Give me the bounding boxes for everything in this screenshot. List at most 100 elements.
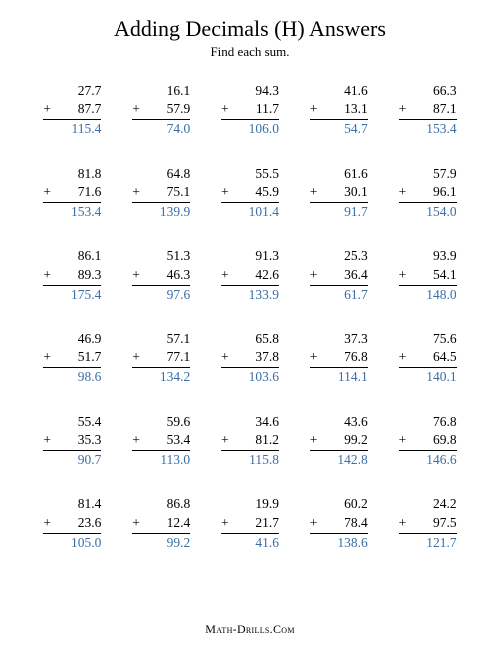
plus-sign: + xyxy=(399,514,407,532)
plus-sign: + xyxy=(399,266,407,284)
problem-cell: 94.3+ 11.7106.0 xyxy=(206,82,295,165)
answer: 113.0 xyxy=(132,451,190,469)
problem-cell: 75.6+ 64.5140.1 xyxy=(383,330,472,413)
answer: 148.0 xyxy=(399,286,457,304)
answer: 115.4 xyxy=(43,120,101,138)
addition-problem: 65.8+ 37.8103.6 xyxy=(221,330,279,387)
problem-row: 81.8+ 71.6153.464.8+ 75.1139.955.5+ 45.9… xyxy=(28,165,472,248)
addend-bottom-row: + 12.4 xyxy=(132,514,190,534)
addend-bottom-row: + 45.9 xyxy=(221,183,279,203)
addend-bottom: 54.1 xyxy=(433,267,457,282)
problem-cell: 37.3+ 76.8114.1 xyxy=(294,330,383,413)
addend-bottom-row: + 37.8 xyxy=(221,348,279,368)
addend-bottom: 23.6 xyxy=(78,515,102,530)
addend-bottom-row: + 77.1 xyxy=(132,348,190,368)
addend-top: 25.3 xyxy=(310,247,368,265)
plus-sign: + xyxy=(221,183,229,201)
addend-bottom-row: + 97.5 xyxy=(399,514,457,534)
answer: 91.7 xyxy=(310,203,368,221)
addend-bottom-row: + 11.7 xyxy=(221,100,279,120)
addend-top: 57.1 xyxy=(132,330,190,348)
addend-bottom: 36.4 xyxy=(344,267,368,282)
addition-problem: 64.8+ 75.1139.9 xyxy=(132,165,190,222)
addend-bottom-row: + 35.3 xyxy=(43,431,101,451)
addition-problem: 43.6+ 99.2142.8 xyxy=(310,413,368,470)
addend-top: 81.8 xyxy=(43,165,101,183)
plus-sign: + xyxy=(310,431,318,449)
addition-problem: 94.3+ 11.7106.0 xyxy=(221,82,279,139)
addend-bottom-row: + 64.5 xyxy=(399,348,457,368)
problem-cell: 59.6+ 53.4113.0 xyxy=(117,413,206,496)
problem-cell: 24.2+ 97.5121.7 xyxy=(383,495,472,578)
addend-bottom-row: + 96.1 xyxy=(399,183,457,203)
answer: 54.7 xyxy=(310,120,368,138)
problem-grid: 27.7+ 87.7115.416.1+ 57.974.094.3+ 11.71… xyxy=(28,82,472,578)
addend-top: 41.6 xyxy=(310,82,368,100)
addend-bottom: 57.9 xyxy=(167,101,191,116)
addend-bottom-row: + 21.7 xyxy=(221,514,279,534)
worksheet-page: Adding Decimals (H) Answers Find each su… xyxy=(0,0,500,586)
addend-top: 94.3 xyxy=(221,82,279,100)
problem-cell: 64.8+ 75.1139.9 xyxy=(117,165,206,248)
addend-bottom: 13.1 xyxy=(344,101,368,116)
addend-bottom-row: + 81.2 xyxy=(221,431,279,451)
addend-bottom: 77.1 xyxy=(167,349,191,364)
addend-bottom: 21.7 xyxy=(255,515,279,530)
addend-bottom-row: + 87.7 xyxy=(43,100,101,120)
answer: 175.4 xyxy=(43,286,101,304)
plus-sign: + xyxy=(132,431,140,449)
addition-problem: 57.9+ 96.1154.0 xyxy=(399,165,457,222)
plus-sign: + xyxy=(399,183,407,201)
addend-bottom: 89.3 xyxy=(78,267,102,282)
addend-bottom-row: + 42.6 xyxy=(221,266,279,286)
plus-sign: + xyxy=(132,348,140,366)
page-footer: Math-Drills.Com xyxy=(0,622,500,637)
problem-cell: 86.8+ 12.499.2 xyxy=(117,495,206,578)
addition-problem: 61.6+ 30.191.7 xyxy=(310,165,368,222)
addition-problem: 75.6+ 64.5140.1 xyxy=(399,330,457,387)
addend-bottom-row: + 78.4 xyxy=(310,514,368,534)
plus-sign: + xyxy=(399,100,407,118)
addend-bottom: 96.1 xyxy=(433,184,457,199)
plus-sign: + xyxy=(43,183,51,201)
addend-bottom-row: + 75.1 xyxy=(132,183,190,203)
plus-sign: + xyxy=(43,266,51,284)
answer: 61.7 xyxy=(310,286,368,304)
addition-problem: 81.4+ 23.6105.0 xyxy=(43,495,101,552)
addition-problem: 46.9+ 51.798.6 xyxy=(43,330,101,387)
answer: 154.0 xyxy=(399,203,457,221)
problem-cell: 19.9+ 21.741.6 xyxy=(206,495,295,578)
plus-sign: + xyxy=(221,100,229,118)
answer: 146.6 xyxy=(399,451,457,469)
addend-top: 91.3 xyxy=(221,247,279,265)
plus-sign: + xyxy=(43,100,51,118)
addition-problem: 86.1+ 89.3 175.4 xyxy=(43,247,101,304)
addend-bottom-row: + 76.8 xyxy=(310,348,368,368)
problem-cell: 76.8+ 69.8146.6 xyxy=(383,413,472,496)
problem-cell: 41.6+ 13.154.7 xyxy=(294,82,383,165)
problem-cell: 55.4+ 35.390.7 xyxy=(28,413,117,496)
problem-cell: 91.3+ 42.6133.9 xyxy=(206,247,295,330)
addend-bottom: 78.4 xyxy=(344,515,368,530)
plus-sign: + xyxy=(43,348,51,366)
addend-bottom: 76.8 xyxy=(344,349,368,364)
addend-top: 64.8 xyxy=(132,165,190,183)
plus-sign: + xyxy=(221,431,229,449)
addend-bottom: 71.6 xyxy=(78,184,102,199)
addend-top: 60.2 xyxy=(310,495,368,513)
plus-sign: + xyxy=(132,514,140,532)
addend-bottom: 30.1 xyxy=(344,184,368,199)
addend-bottom-row: + 99.2 xyxy=(310,431,368,451)
addend-bottom: 51.7 xyxy=(78,349,102,364)
problem-cell: 57.9+ 96.1154.0 xyxy=(383,165,472,248)
answer: 41.6 xyxy=(221,534,279,552)
addend-top: 86.1 xyxy=(43,247,101,265)
addend-bottom-row: + 87.1 xyxy=(399,100,457,120)
addend-bottom: 87.1 xyxy=(433,101,457,116)
addend-bottom: 69.8 xyxy=(433,432,457,447)
problem-cell: 61.6+ 30.191.7 xyxy=(294,165,383,248)
problem-cell: 43.6+ 99.2142.8 xyxy=(294,413,383,496)
plus-sign: + xyxy=(132,266,140,284)
addition-problem: 19.9+ 21.741.6 xyxy=(221,495,279,552)
addition-problem: 81.8+ 71.6153.4 xyxy=(43,165,101,222)
